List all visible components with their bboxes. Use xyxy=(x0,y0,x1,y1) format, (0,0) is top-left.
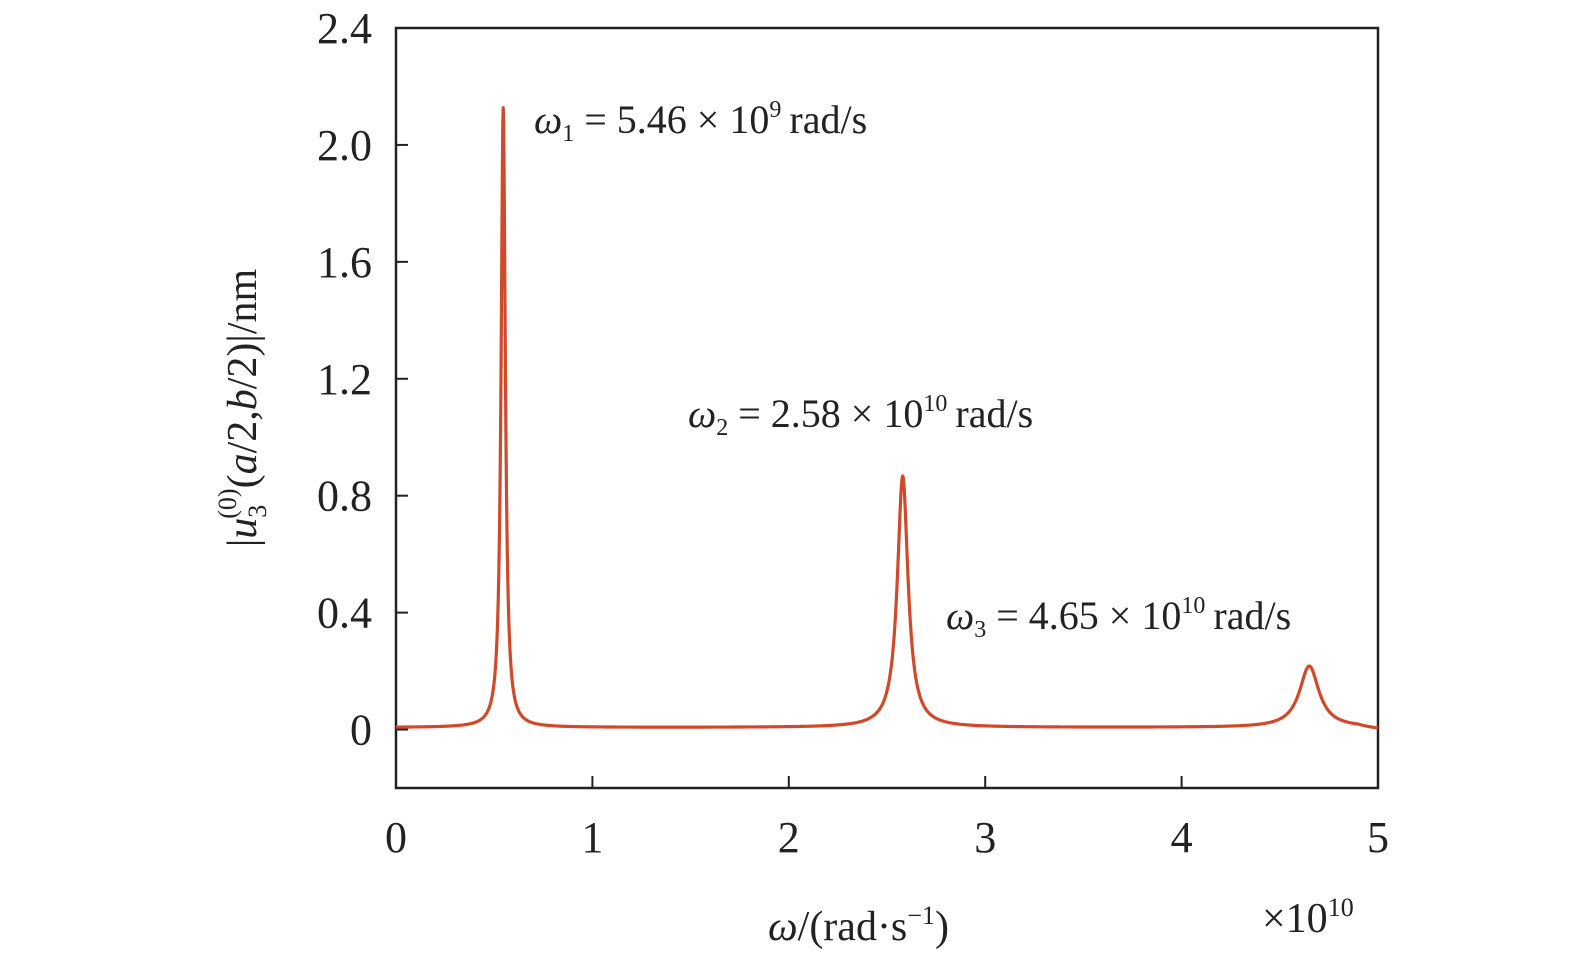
x-tick-label: 1 xyxy=(581,813,603,862)
annotation-peak-1: ω1 = 5.46 × 109 rad/s xyxy=(534,97,867,147)
y-tick-label: 1.6 xyxy=(317,238,372,287)
y-tick-label: 0 xyxy=(350,706,372,755)
y-axis-title: |u3(0)(a/2,b/2)|/nm xyxy=(213,269,272,548)
plot-frame xyxy=(394,26,1380,790)
y-tick-label: 2.0 xyxy=(317,121,372,170)
y-tick-label: 0.4 xyxy=(317,589,372,638)
x-tick-label: 0 xyxy=(385,813,407,862)
x-tick-label: 4 xyxy=(1171,813,1193,862)
x-tick-label: 5 xyxy=(1367,813,1389,862)
y-tick-label: 0.8 xyxy=(317,472,372,521)
annotation-peak-2: ω2 = 2.58 × 1010 rad/s xyxy=(688,391,1033,441)
y-tick-label: 2.4 xyxy=(317,4,372,53)
x-axis-title: ω/(rad·s−1) xyxy=(768,901,949,950)
y-axis-ticks: 0 0.4 0.8 1.2 1.6 2.0 2.4 xyxy=(317,4,408,755)
x-axis-multiplier: ×1010 xyxy=(1262,893,1354,942)
annotation-peak-3: ω3 = 4.65 × 1010 rad/s xyxy=(946,593,1291,643)
x-axis-ticks: 0 1 2 3 4 5 xyxy=(385,776,1389,862)
series-line xyxy=(394,106,1380,730)
x-tick-label: 2 xyxy=(778,813,800,862)
x-tick-label: 3 xyxy=(974,813,996,862)
y-tick-label: 1.2 xyxy=(317,355,372,404)
